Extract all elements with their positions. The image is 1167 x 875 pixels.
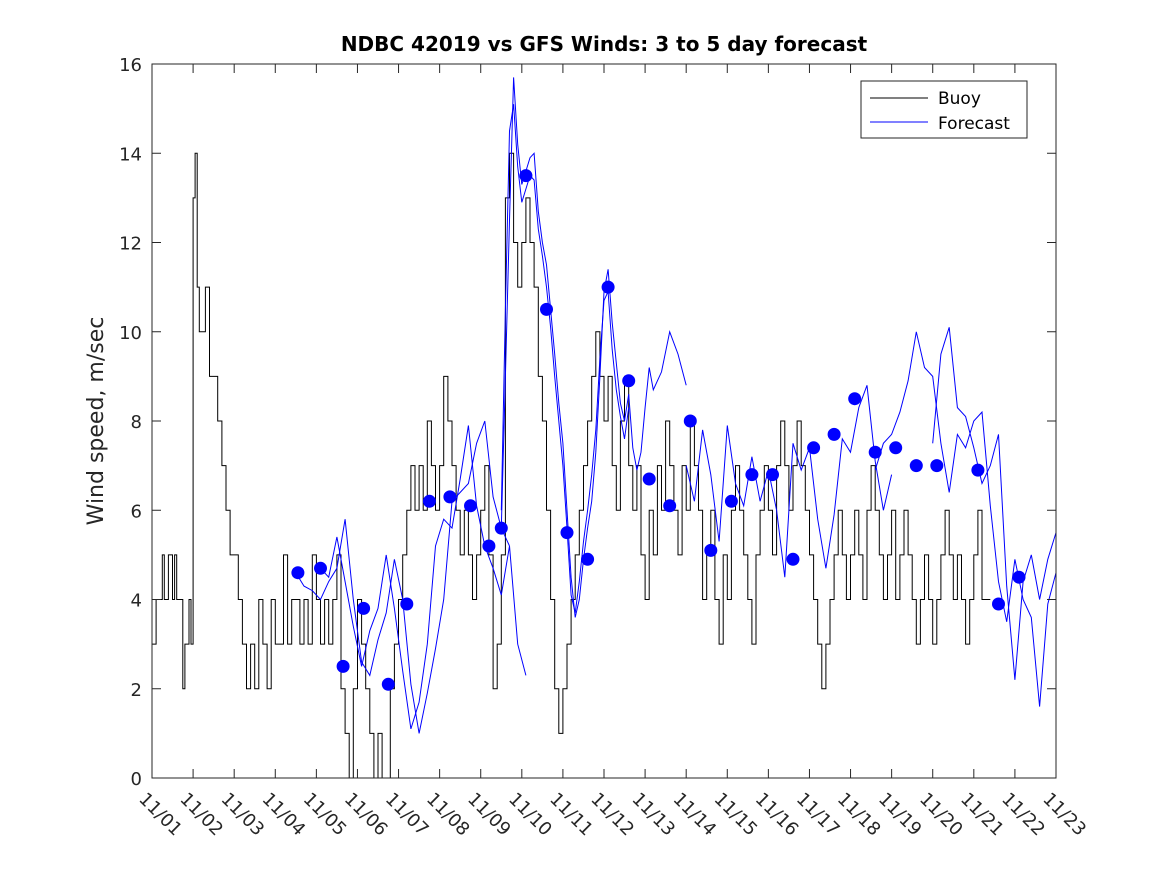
y-tick-label: 2 bbox=[131, 680, 142, 701]
y-tick-label: 12 bbox=[119, 234, 142, 255]
y-tick-label: 6 bbox=[131, 501, 142, 522]
forecast-marker-point bbox=[601, 280, 615, 294]
y-tick-label: 4 bbox=[131, 591, 142, 612]
forecast-marker-point bbox=[909, 459, 923, 473]
forecast-marker-point bbox=[807, 441, 821, 455]
forecast-series-line-6 bbox=[874, 331, 1056, 707]
forecast-marker-point bbox=[683, 414, 697, 428]
x-tick-label: 11/02 bbox=[176, 789, 228, 841]
x-tick-label: 11/09 bbox=[463, 789, 515, 841]
forecast-marker-point bbox=[642, 472, 656, 486]
forecast-marker-point bbox=[314, 561, 327, 575]
x-tick-label: 11/17 bbox=[792, 789, 844, 841]
forecast-marker-point bbox=[464, 499, 477, 513]
forecast-marker-point bbox=[848, 392, 862, 406]
x-tick-label: 11/21 bbox=[956, 789, 1008, 841]
x-tick-label: 11/23 bbox=[1038, 789, 1090, 841]
x-tick-label: 11/10 bbox=[504, 789, 556, 841]
forecast-marker-point bbox=[663, 499, 677, 513]
x-tick-label: 11/03 bbox=[217, 789, 269, 841]
forecast-marker-point bbox=[291, 566, 305, 580]
forecast-marker-point bbox=[422, 494, 436, 508]
forecast-marker-point bbox=[494, 521, 508, 535]
plot-area: 024681012141611/0111/0211/0311/0411/0511… bbox=[119, 55, 1090, 840]
forecast-marker-point bbox=[745, 468, 759, 482]
x-tick-label: 11/12 bbox=[586, 789, 638, 841]
forecast-marker-point bbox=[581, 552, 595, 566]
x-tick-label: 11/11 bbox=[545, 789, 597, 841]
forecast-series-line-3 bbox=[500, 77, 687, 618]
x-tick-label: 11/05 bbox=[299, 789, 351, 841]
forecast-marker-point bbox=[1012, 570, 1026, 584]
forecast-marker-point bbox=[971, 463, 985, 477]
forecast-marker-point bbox=[519, 169, 533, 183]
x-tick-label: 11/18 bbox=[833, 789, 885, 841]
x-tick-label: 11/04 bbox=[258, 789, 310, 841]
y-tick-label: 14 bbox=[119, 144, 142, 165]
forecast-marker-point bbox=[560, 526, 574, 540]
legend-box bbox=[860, 80, 1028, 139]
forecast-marker-point bbox=[622, 374, 636, 388]
forecast-marker-point bbox=[400, 597, 414, 611]
x-tick-label: 11/15 bbox=[710, 789, 762, 841]
y-tick-label: 16 bbox=[119, 55, 142, 76]
x-tick-label: 11/16 bbox=[751, 789, 803, 841]
forecast-marker-point bbox=[724, 494, 738, 508]
forecast-marker-point bbox=[930, 459, 944, 473]
chart-title: NDBC 42019 vs GFS Winds: 3 to 5 day fore… bbox=[341, 32, 868, 56]
y-tick-label: 10 bbox=[119, 323, 142, 344]
legend-label-buoy: Buoy bbox=[938, 89, 981, 109]
forecast-series-line-5 bbox=[685, 385, 893, 578]
forecast-marker-point bbox=[786, 552, 800, 566]
legend-label-forecast: Forecast bbox=[938, 114, 1010, 134]
forecast-marker-point bbox=[336, 659, 350, 673]
forecast-marker-point bbox=[443, 490, 457, 504]
forecast-marker-point bbox=[868, 445, 882, 459]
forecast-series-line-2 bbox=[320, 425, 527, 730]
x-tick-label: 11/01 bbox=[134, 789, 186, 841]
x-tick-label: 11/06 bbox=[340, 789, 392, 841]
forecast-marker-point bbox=[889, 441, 903, 455]
legend: Buoy Forecast bbox=[860, 80, 1028, 139]
forecast-marker-point bbox=[381, 677, 395, 691]
x-tick-label: 11/14 bbox=[669, 789, 721, 841]
forecast-marker-point bbox=[992, 597, 1005, 611]
forecast-marker-point bbox=[704, 543, 718, 557]
y-axis-label: Wind speed, m/sec bbox=[84, 317, 109, 526]
forecast-series-line-7 bbox=[932, 327, 1056, 680]
x-tick-label: 11/07 bbox=[381, 789, 433, 841]
buoy-series-line bbox=[152, 152, 991, 778]
forecast-marker-point bbox=[540, 302, 553, 316]
forecast-marker-point bbox=[766, 468, 779, 482]
forecast-marker-point bbox=[827, 427, 841, 441]
x-tick-label: 11/08 bbox=[422, 789, 474, 841]
x-tick-label: 11/13 bbox=[628, 789, 680, 841]
y-tick-label: 0 bbox=[131, 769, 142, 790]
forecast-marker-point bbox=[482, 539, 496, 553]
y-tick-label: 8 bbox=[131, 412, 142, 433]
x-tick-label: 11/22 bbox=[997, 789, 1049, 841]
x-tick-label: 11/19 bbox=[874, 789, 926, 841]
x-tick-label: 11/20 bbox=[915, 789, 967, 841]
forecast-marker-point bbox=[357, 601, 371, 615]
